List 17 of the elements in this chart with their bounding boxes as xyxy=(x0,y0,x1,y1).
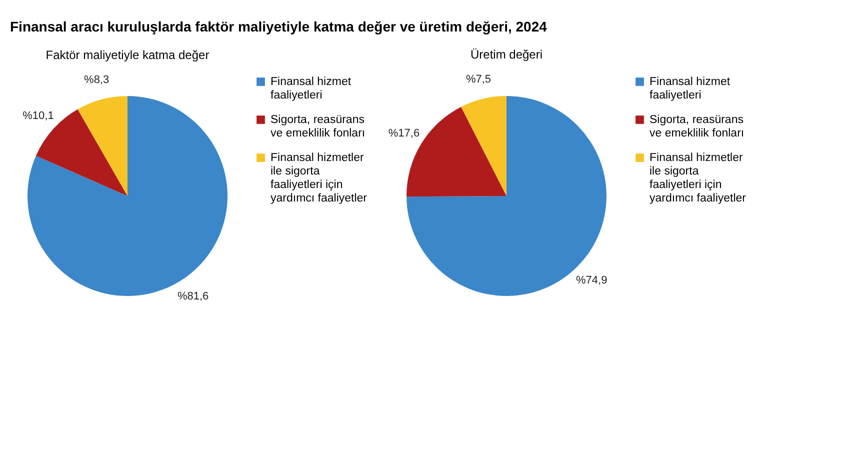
data-label: %8,3 xyxy=(84,74,110,86)
data-label: %81,6 xyxy=(177,290,209,303)
legend-label: Finansal hizmetler ile sigorta faaliyetleri için yardımcı faaliyetler xyxy=(270,152,368,204)
chart-subtitle: Üretim değeri xyxy=(470,47,543,62)
legend-label: Finansal hizmet faaliyetleri xyxy=(270,76,352,102)
pie-slice xyxy=(78,96,128,196)
legend-label: Sigorta, reasürans ve emeklilik fonları xyxy=(650,114,744,140)
chart-subtitle: Faktör maliyetiyle katma değer xyxy=(46,48,210,62)
data-label: %74,9 xyxy=(576,274,608,287)
data-label: %10,1 xyxy=(22,110,54,122)
chart-title: Finansal aracı kuruluşlarda faktör maliyetiyle katma değer ve üretim değeri, 2024 xyxy=(10,18,548,34)
pie-slice xyxy=(461,96,506,196)
data-label: %17,6 xyxy=(388,128,420,140)
legend-label: Finansal hizmet faaliyetleri xyxy=(650,76,731,102)
data-label: %7,5 xyxy=(466,73,492,86)
legend-label: Finansal hizmetler ile sigorta faaliyetleri için yardımcı faaliyetler xyxy=(650,152,746,204)
legend-label: Sigorta, reasürans ve emeklilik fonları xyxy=(270,114,366,140)
